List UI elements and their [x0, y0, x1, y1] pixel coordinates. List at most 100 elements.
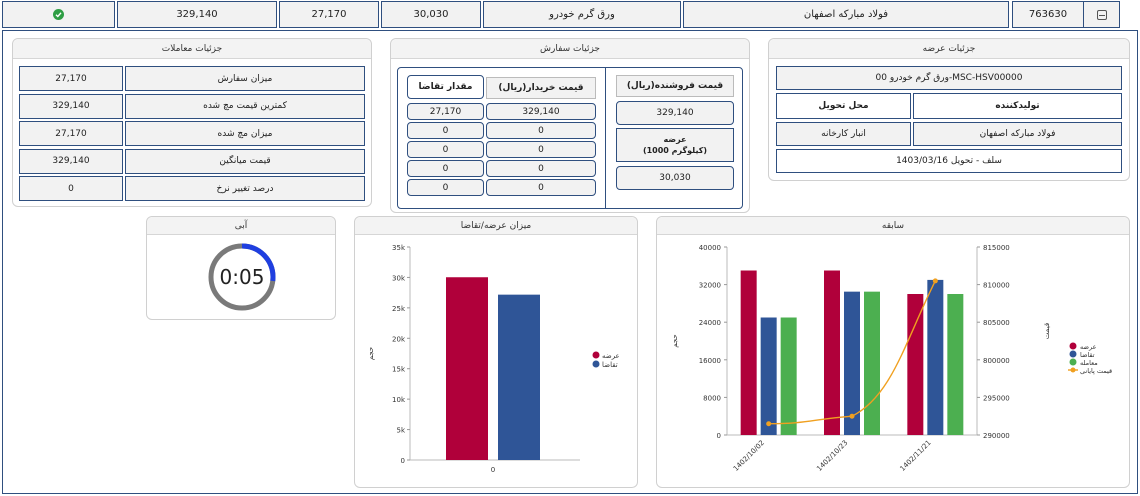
y2-tick-label: 295000 — [983, 394, 1010, 402]
x-tick-label: 1402/11/21 — [899, 439, 933, 473]
y2-tick-label: 815000 — [983, 244, 1010, 252]
delivery-label: محل تحویل — [776, 93, 911, 119]
panel-title: میزان عرضه/تقاضا — [355, 217, 637, 235]
y-tick-label: 30k — [392, 274, 406, 282]
y-tick-label: 5k — [396, 427, 405, 435]
demand-value: 27,170 — [279, 1, 379, 28]
y-tick-label: 24000 — [699, 319, 721, 327]
supply-label-line2: (1000 کیلوگرم) — [642, 146, 708, 155]
producer-value: فولاد مبارکه اصفهان — [913, 122, 1122, 146]
y-tick-label: 25k — [392, 305, 406, 313]
y2-tick-label: 800000 — [983, 357, 1010, 365]
bar-عرضه — [446, 277, 488, 460]
price-line — [768, 280, 936, 425]
x-tick-label: 0 — [491, 466, 495, 474]
y-tick-label: 15k — [392, 366, 406, 374]
y-tick-label: 35k — [392, 244, 406, 252]
timer-progress — [208, 243, 276, 311]
bar-تقاضا — [760, 317, 777, 435]
symbol-code: 763630 — [1012, 1, 1084, 28]
price-point — [849, 413, 855, 419]
trade-row-label: درصد تغییر نرخ — [125, 176, 365, 201]
legend-marker — [592, 351, 600, 359]
y-tick-label: 20k — [392, 335, 406, 343]
seller-column — [605, 67, 743, 209]
y2-tick-label: 810000 — [983, 282, 1010, 290]
bar-معامله — [947, 294, 964, 435]
legend-label: معامله — [1080, 359, 1098, 367]
demand-qty-cell: 0 — [407, 160, 484, 177]
buyer-price-cell: 329,140 — [486, 103, 596, 120]
seller-price-header: قیمت فروشنده(ریال) — [616, 75, 734, 97]
offer-details-panel: جزئیات عرضه ورق گرم خودرو 00-MSC-HSV0000… — [768, 38, 1130, 181]
y-axis-label: حجم — [367, 347, 375, 361]
countdown-ring: 0:05 — [208, 243, 276, 311]
supply-value: 30,030 — [381, 1, 481, 28]
order-details-panel: جزئیات سفارش قیمت فروشنده(ریال) 329,140 … — [390, 38, 750, 213]
buyer-price-cell: 0 — [486, 122, 596, 139]
panel-title: آبی — [147, 217, 335, 235]
y-tick-label: 0 — [401, 457, 405, 465]
y-tick-label: 40000 — [699, 244, 721, 252]
demand-qty-cell: 0 — [407, 141, 484, 158]
seller-price-value: 329,140 — [616, 101, 734, 125]
legend-marker — [1069, 358, 1077, 366]
y-tick-label: 32000 — [699, 282, 721, 290]
trade-details-panel: جزئیات معاملات میزان سفارش 27,170 کمترین ق… — [12, 38, 372, 207]
demand-qty-header: مقدار تقاضا — [407, 75, 484, 99]
legend-marker — [592, 360, 600, 368]
collapse-cell[interactable] — [1084, 1, 1120, 28]
main-frame — [2, 30, 1138, 494]
panel-title: سابقه — [657, 217, 1129, 235]
legend-label: تقاضا — [602, 361, 618, 369]
product-name: ورق گرم خودرو — [483, 1, 681, 28]
order-grid — [397, 67, 743, 209]
demand-qty-cell: 0 — [407, 179, 484, 196]
producer-label: تولیدکننده — [913, 93, 1122, 119]
y-tick-label: 8000 — [703, 394, 721, 402]
product-line: ورق گرم خودرو 00-MSC-HSV00000 — [776, 66, 1122, 90]
bar-معامله — [864, 291, 880, 435]
legend-label: عرضه — [602, 352, 620, 360]
panel-title: جزئیات سفارش — [391, 39, 749, 59]
price-point — [766, 421, 772, 427]
x-tick-label: 1402/10/02 — [732, 439, 766, 473]
status-cell — [2, 1, 115, 28]
legend-label: تقاضا — [1080, 351, 1095, 359]
history-chart: 0 8000 16000 24000 32000 40000 290000 295000 800… — [671, 244, 1112, 473]
y-tick-label: 0 — [717, 432, 721, 440]
trade-row-label: میزان مچ شده — [125, 121, 365, 146]
collapse-icon[interactable] — [1096, 9, 1107, 20]
panel-title: جزئیات معاملات — [13, 39, 371, 59]
trade-row-value: 329,140 — [19, 93, 123, 119]
legend-marker — [1069, 350, 1077, 358]
trade-row-value: 0 — [19, 176, 123, 201]
y-tick-label: 10k — [392, 396, 406, 404]
check-circle-icon — [53, 9, 64, 20]
timer-panel: آبی 0:05 — [146, 216, 336, 320]
price-value: 329,140 — [117, 1, 277, 28]
settlement-info: سلف - تحویل 1403/03/16 — [776, 149, 1122, 173]
y2-tick-label: 290000 — [983, 432, 1010, 440]
timer-display: 0:05 — [220, 265, 265, 289]
delivery-value: انبار کارخانه — [776, 122, 911, 146]
bar-عرضه — [740, 270, 757, 435]
price-point — [932, 278, 938, 284]
trade-row-value: 329,140 — [19, 148, 123, 174]
history-chart-panel: سابقه 0 8000 16000 24000 32000 40000 290000 295… — [656, 216, 1130, 488]
producer-name: فولاد مبارکه اصفهان — [683, 1, 1009, 28]
buyer-price-cell: 0 — [486, 179, 596, 196]
buyer-price-cell: 0 — [486, 160, 596, 177]
y-axis-label: حجم — [671, 334, 679, 348]
legend-marker — [1070, 367, 1076, 373]
trade-row-label: میزان سفارش — [125, 66, 365, 91]
demand-qty-cell: 27,170 — [407, 103, 484, 120]
bar-عرضه — [824, 270, 840, 435]
y2-tick-label: 805000 — [983, 319, 1010, 327]
supply-demand-chart-panel: میزان عرضه/تقاضا 0 5k 10k 15k 20k 25k 30k 35k حج… — [354, 216, 638, 488]
trade-row-label: قیمت میانگین — [125, 148, 365, 174]
bar-معامله — [780, 317, 797, 435]
bar-تقاضا — [927, 279, 944, 435]
x-tick-label: 1402/10/23 — [815, 439, 849, 473]
